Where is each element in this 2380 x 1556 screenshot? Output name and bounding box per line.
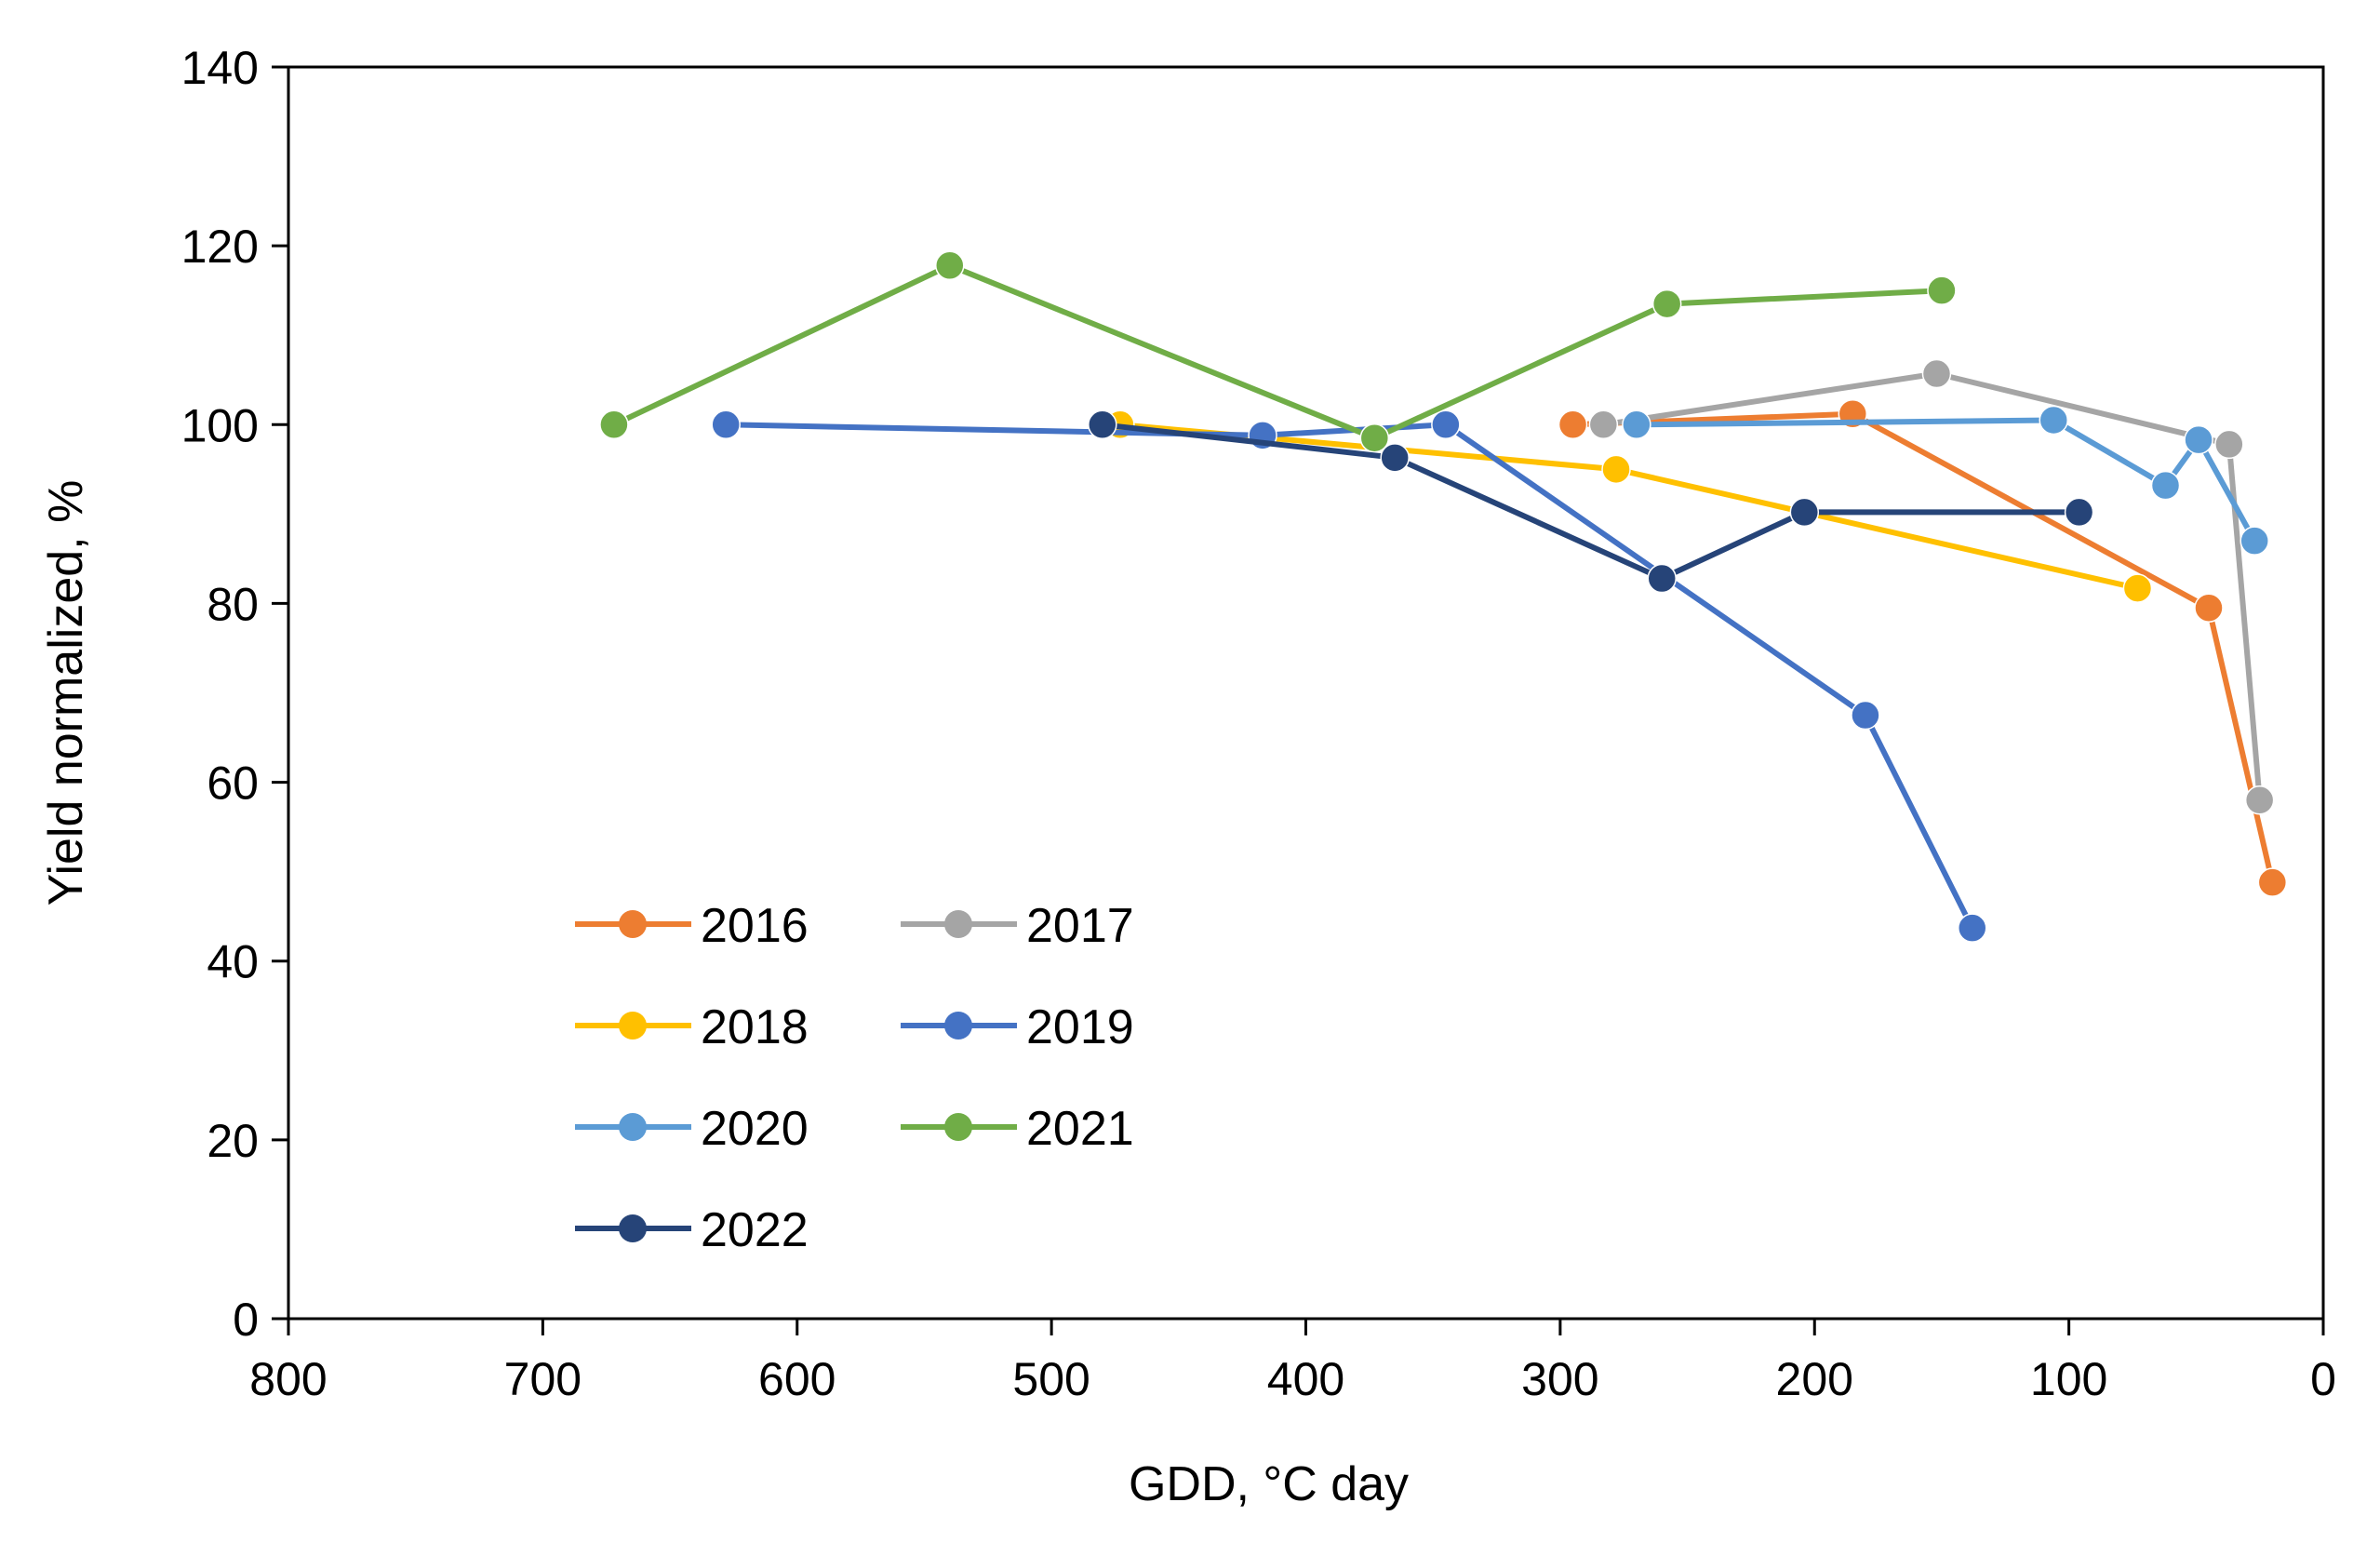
data-point-2017 <box>2214 429 2244 460</box>
y-tick-label: 120 <box>181 221 259 273</box>
x-tick-label: 100 <box>2030 1353 2107 1405</box>
series-2016 <box>1558 399 2288 897</box>
data-point-2016 <box>1558 409 1588 440</box>
legend-item-2016: 2016 <box>575 899 809 953</box>
legend-swatch-marker <box>619 1214 647 1242</box>
series-2022 <box>1088 409 2094 594</box>
data-point-2022 <box>2064 497 2094 528</box>
legend-item-2020: 2020 <box>575 1102 809 1156</box>
data-point-2021 <box>1927 275 1957 305</box>
legend-label: 2018 <box>701 1000 809 1054</box>
data-point-2022 <box>1789 497 1820 528</box>
data-point-2022 <box>1647 563 1677 594</box>
data-point-2020 <box>2039 405 2068 436</box>
data-point-2018 <box>1601 454 1631 485</box>
legend-swatch-marker <box>944 1012 972 1040</box>
x-tick-label: 600 <box>758 1353 836 1405</box>
legend-swatch-marker <box>944 1113 972 1141</box>
y-axis-label: Yield normalized, % <box>39 480 93 906</box>
series-layer <box>599 250 2288 943</box>
legend-label: 2016 <box>701 899 809 953</box>
data-point-2021 <box>599 409 629 440</box>
data-point-2016 <box>2194 593 2224 623</box>
data-point-2019 <box>1957 913 1987 943</box>
y-tick-label: 80 <box>207 578 259 630</box>
legend-item-2018: 2018 <box>575 1000 809 1054</box>
x-tick-label: 800 <box>249 1353 327 1405</box>
series-2020 <box>1622 405 2269 556</box>
legend-label: 2022 <box>701 1203 809 1257</box>
legend: 2016 2017 2018 2019 2020 2021 2022 <box>575 899 1134 1257</box>
data-point-2017 <box>1921 358 1952 389</box>
legend-swatch-marker <box>619 1012 647 1040</box>
y-tick-label: 20 <box>207 1115 259 1167</box>
legend-label: 2021 <box>1026 1102 1134 1156</box>
y-axis-ticks: 0 20 40 60 80 100 120 140 <box>181 42 288 1346</box>
x-axis-label: GDD, °C day <box>1129 1457 1409 1511</box>
x-tick-label: 300 <box>1521 1353 1598 1405</box>
y-tick-label: 40 <box>207 936 259 988</box>
series-line-2022 <box>1102 422 2079 582</box>
data-point-2016 <box>2257 867 2288 897</box>
series-line-2017 <box>1602 370 2263 801</box>
x-tick-label: 200 <box>1776 1353 1853 1405</box>
data-point-2020 <box>2240 526 2269 556</box>
plot-area <box>287 65 2325 1321</box>
x-axis-ticks: 800 700 600 500 400 300 200 100 0 <box>249 1319 2336 1405</box>
data-point-2020 <box>2184 424 2213 455</box>
data-point-2021 <box>935 250 965 281</box>
series-line-2021 <box>612 262 1943 441</box>
series-line-2019 <box>726 422 1975 930</box>
data-point-2019 <box>1431 409 1461 440</box>
y-tick-label: 140 <box>181 42 259 94</box>
x-tick-label: 400 <box>1267 1353 1344 1405</box>
legend-swatch-marker <box>619 1113 647 1141</box>
y-tick-label: 100 <box>181 399 259 451</box>
legend-item-2017: 2017 <box>901 899 1134 953</box>
data-point-2018 <box>2122 573 2153 603</box>
x-tick-label: 500 <box>1012 1353 1090 1405</box>
data-point-2017 <box>2244 785 2275 815</box>
data-point-2019 <box>1851 700 1880 731</box>
legend-swatch-marker <box>944 910 972 938</box>
series-2017 <box>1588 358 2275 815</box>
legend-swatch-marker <box>619 910 647 938</box>
x-tick-label: 700 <box>504 1353 582 1405</box>
data-point-2022 <box>1088 409 1117 440</box>
y-tick-label: 0 <box>233 1294 259 1346</box>
data-point-2020 <box>2150 470 2181 501</box>
series-2019 <box>711 409 1987 943</box>
y-tick-label: 60 <box>207 758 259 810</box>
series-2021 <box>599 250 1957 453</box>
data-point-2017 <box>1588 409 1619 440</box>
legend-label: 2017 <box>1026 899 1134 953</box>
data-point-2021 <box>1651 288 1682 319</box>
data-point-2019 <box>711 409 741 440</box>
legend-item-2019: 2019 <box>901 1000 1134 1054</box>
legend-label: 2020 <box>701 1102 809 1156</box>
legend-item-2021: 2021 <box>901 1102 1134 1156</box>
legend-label: 2019 <box>1026 1000 1134 1054</box>
data-point-2022 <box>1380 443 1410 473</box>
data-point-2020 <box>1622 409 1651 440</box>
data-point-2021 <box>1359 423 1390 453</box>
x-tick-label: 0 <box>2310 1353 2336 1405</box>
legend-item-2022: 2022 <box>575 1203 809 1257</box>
